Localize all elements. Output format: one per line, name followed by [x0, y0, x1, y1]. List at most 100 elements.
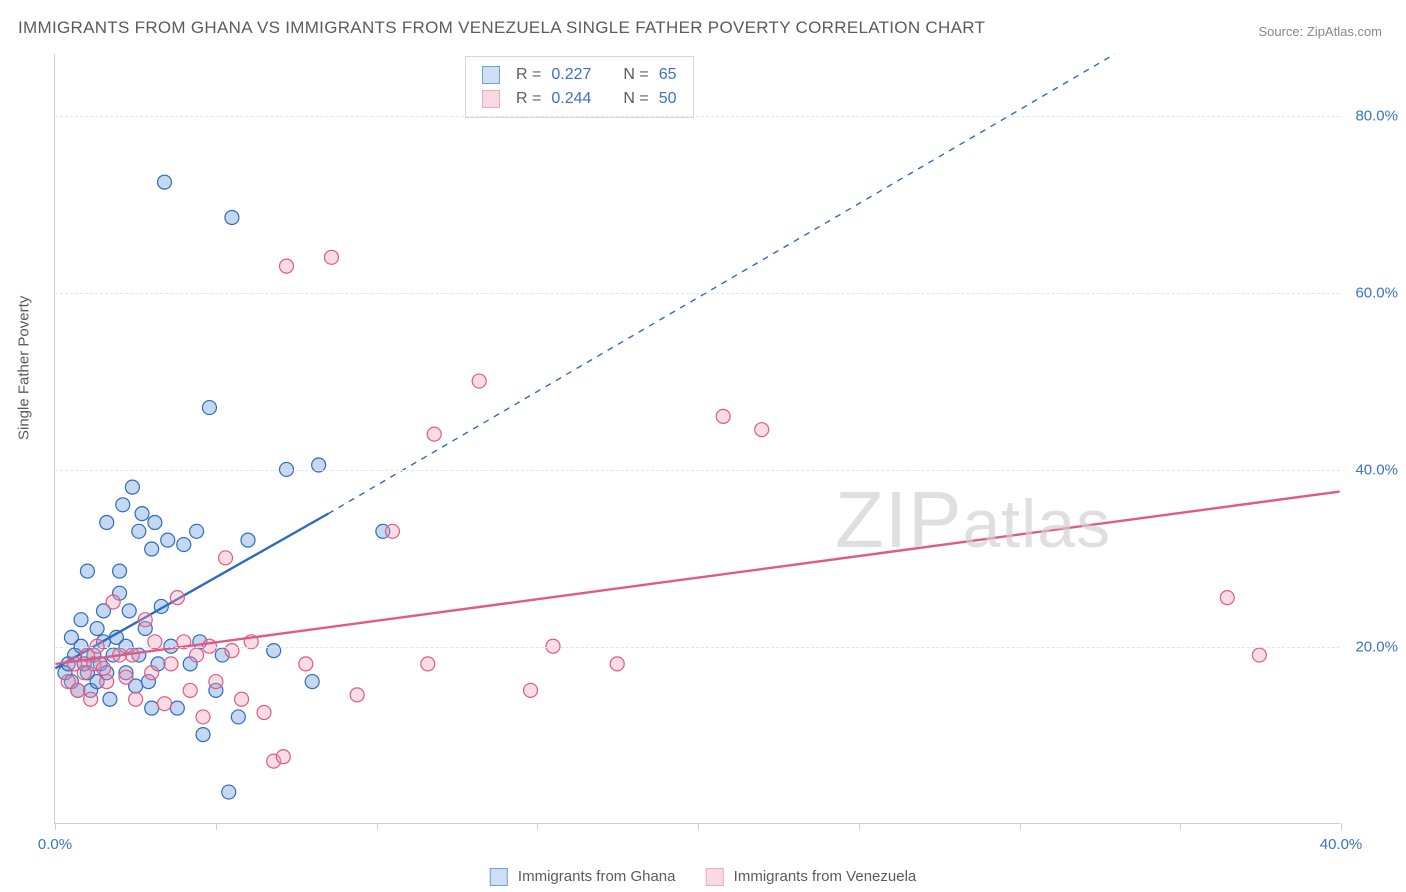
- point-ghana: [148, 515, 162, 529]
- y-axis-label: Single Father Poverty: [16, 296, 33, 440]
- point-venezuela: [71, 683, 85, 697]
- xtick: [1341, 823, 1342, 830]
- point-ghana: [122, 604, 136, 618]
- n-value-ghana: 65: [659, 66, 677, 84]
- point-ghana: [305, 675, 319, 689]
- point-venezuela: [427, 427, 441, 441]
- point-venezuela: [524, 683, 538, 697]
- r-label: R =: [516, 66, 541, 84]
- point-ghana: [125, 480, 139, 494]
- legend-label-venezuela: Immigrants from Venezuela: [734, 868, 917, 885]
- point-venezuela: [196, 710, 210, 724]
- point-ghana: [90, 622, 104, 636]
- xtick-label: 0.0%: [38, 836, 72, 853]
- gridline-h: [55, 293, 1340, 294]
- point-venezuela: [1252, 648, 1266, 662]
- gridline-h: [55, 647, 1340, 648]
- gridline-h: [55, 470, 1340, 471]
- point-venezuela: [164, 657, 178, 671]
- legend-item-ghana: Immigrants from Ghana: [490, 868, 676, 886]
- point-venezuela: [106, 595, 120, 609]
- n-value-venezuela: 50: [659, 90, 677, 108]
- point-venezuela: [129, 692, 143, 706]
- point-venezuela: [219, 551, 233, 565]
- point-ghana: [145, 701, 159, 715]
- correlation-row-ghana: R = 0.227 N = 65: [466, 63, 693, 87]
- swatch-venezuela: [482, 90, 500, 108]
- point-venezuela: [158, 697, 172, 711]
- xtick-label: 40.0%: [1320, 836, 1363, 853]
- point-venezuela: [276, 750, 290, 764]
- legend-item-venezuela: Immigrants from Venezuela: [705, 868, 916, 886]
- point-ghana: [100, 515, 114, 529]
- source-attribution: Source: ZipAtlas.com: [1258, 24, 1382, 39]
- xtick: [55, 823, 56, 830]
- point-ghana: [202, 401, 216, 415]
- trend-line-venezuela: [55, 492, 1339, 664]
- point-venezuela: [209, 675, 223, 689]
- r-label: R =: [516, 90, 541, 108]
- trend-dash-ghana: [328, 54, 1115, 514]
- point-venezuela: [235, 692, 249, 706]
- point-venezuela: [324, 250, 338, 264]
- point-venezuela: [138, 613, 152, 627]
- swatch-venezuela-icon: [705, 868, 723, 886]
- point-ghana: [190, 524, 204, 538]
- xtick: [216, 823, 217, 830]
- point-venezuela: [97, 661, 111, 675]
- point-ghana: [135, 507, 149, 521]
- point-venezuela: [225, 644, 239, 658]
- point-ghana: [132, 524, 146, 538]
- point-venezuela: [299, 657, 313, 671]
- point-venezuela: [100, 675, 114, 689]
- r-value-ghana: 0.227: [551, 66, 591, 84]
- point-venezuela: [716, 409, 730, 423]
- plot-area: ZIPatlas R = 0.227 N = 65 R = 0.244 N = …: [54, 54, 1340, 824]
- point-ghana: [74, 613, 88, 627]
- chart-svg: [55, 54, 1340, 823]
- xtick: [1020, 823, 1021, 830]
- xtick: [698, 823, 699, 830]
- point-ghana: [177, 538, 191, 552]
- watermark-atlas: atlas: [962, 486, 1111, 562]
- point-ghana: [241, 533, 255, 547]
- xtick: [1180, 823, 1181, 830]
- point-ghana: [196, 728, 210, 742]
- point-venezuela: [145, 666, 159, 680]
- correlation-row-venezuela: R = 0.244 N = 50: [466, 87, 693, 111]
- n-label: N =: [623, 90, 648, 108]
- point-venezuela: [1220, 591, 1234, 605]
- ytick-label: 20.0%: [1348, 638, 1398, 655]
- point-ghana: [161, 533, 175, 547]
- point-venezuela: [472, 374, 486, 388]
- point-ghana: [267, 644, 281, 658]
- n-label: N =: [623, 66, 648, 84]
- point-ghana: [116, 498, 130, 512]
- ytick-label: 80.0%: [1348, 107, 1398, 124]
- point-venezuela: [170, 591, 184, 605]
- point-venezuela: [119, 670, 133, 684]
- point-ghana: [158, 175, 172, 189]
- gridline-h: [55, 116, 1340, 117]
- point-venezuela: [84, 692, 98, 706]
- xtick: [377, 823, 378, 830]
- point-ghana: [80, 564, 94, 578]
- r-value-venezuela: 0.244: [551, 90, 591, 108]
- swatch-ghana: [482, 66, 500, 84]
- point-venezuela: [183, 683, 197, 697]
- point-ghana: [113, 564, 127, 578]
- watermark-zip: ZIP: [835, 475, 962, 564]
- point-venezuela: [257, 706, 271, 720]
- point-ghana: [222, 785, 236, 799]
- chart-title: IMMIGRANTS FROM GHANA VS IMMIGRANTS FROM…: [18, 18, 985, 38]
- correlation-legend: R = 0.227 N = 65 R = 0.244 N = 50: [465, 56, 694, 118]
- point-venezuela: [385, 524, 399, 538]
- legend-label-ghana: Immigrants from Ghana: [518, 868, 676, 885]
- point-venezuela: [280, 259, 294, 273]
- point-venezuela: [610, 657, 624, 671]
- ytick-label: 40.0%: [1348, 461, 1398, 478]
- point-venezuela: [421, 657, 435, 671]
- point-ghana: [225, 211, 239, 225]
- watermark: ZIPatlas: [835, 474, 1111, 566]
- point-venezuela: [190, 648, 204, 662]
